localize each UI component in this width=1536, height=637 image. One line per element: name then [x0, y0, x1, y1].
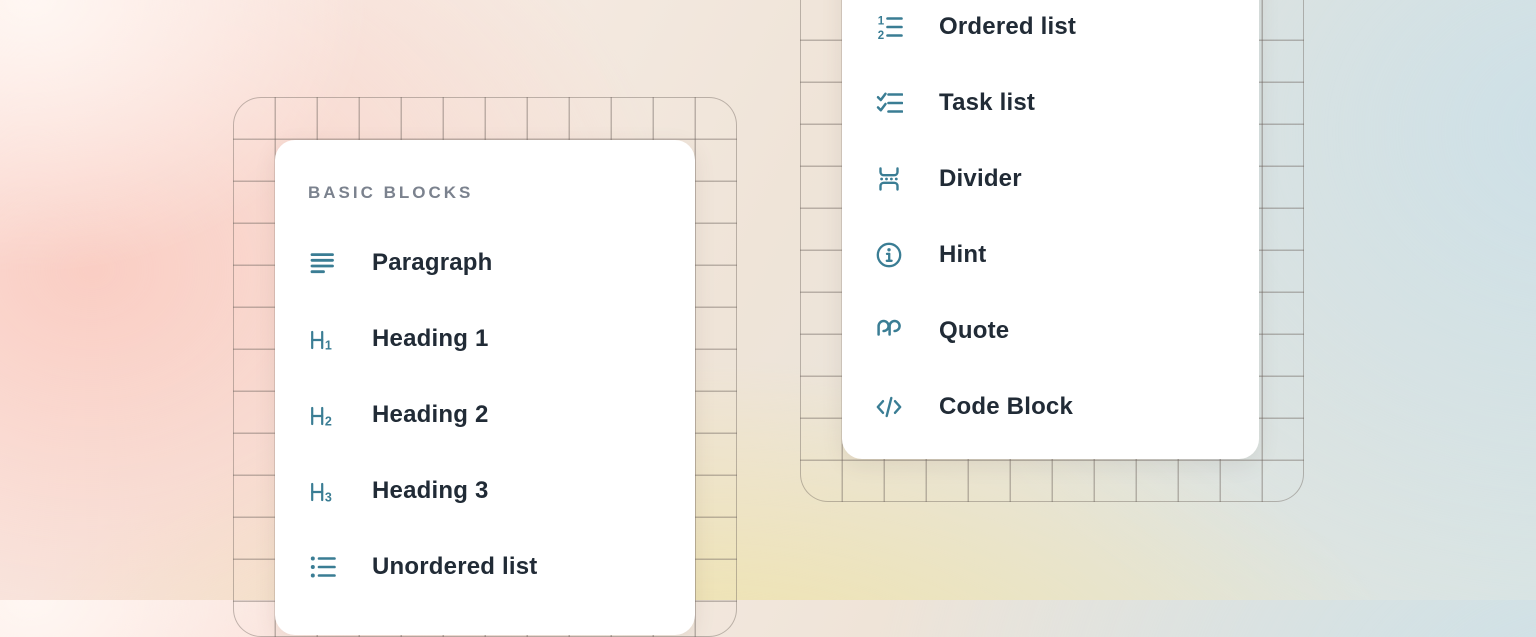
menu-item-label: Divider — [939, 165, 1022, 192]
code-block-menu-item[interactable]: Code Block — [875, 369, 1239, 445]
menu-item-label: Unordered list — [372, 553, 538, 580]
blocks-menu-card: Ordered list Task list Divider Hint Quot… — [842, 0, 1259, 459]
heading-2-menu-item[interactable]: Heading 2 — [308, 377, 675, 453]
hint-menu-item[interactable]: Hint — [875, 217, 1239, 293]
ordered-list-menu-item[interactable]: Ordered list — [875, 0, 1239, 65]
ordered-list-icon — [875, 13, 903, 41]
paragraph-menu-item[interactable]: Paragraph — [308, 225, 675, 301]
heading-3-menu-item[interactable]: Heading 3 — [308, 453, 675, 529]
heading-2-icon — [308, 401, 336, 429]
menu-item-label: Heading 2 — [372, 401, 489, 428]
menu-item-label: Heading 1 — [372, 325, 489, 352]
menu-item-label: Heading 3 — [372, 477, 489, 504]
unordered-list-icon — [308, 553, 336, 581]
divider-menu-item[interactable]: Divider — [875, 141, 1239, 217]
menu-item-label: Code Block — [939, 393, 1074, 420]
basic-blocks-menu: Paragraph Heading 1 Heading 2 Heading 3 … — [308, 225, 675, 605]
menu-item-label: Ordered list — [939, 13, 1077, 40]
code-block-icon — [875, 393, 903, 421]
blocks-menu: Ordered list Task list Divider Hint Quot… — [875, 0, 1239, 445]
unordered-list-menu-item[interactable]: Unordered list — [308, 529, 675, 605]
heading-1-menu-item[interactable]: Heading 1 — [308, 301, 675, 377]
menu-item-label: Hint — [939, 241, 987, 268]
menu-item-label: Task list — [939, 89, 1036, 116]
menu-item-label: Quote — [939, 317, 1010, 344]
basic-blocks-menu-card: BASIC BLOCKS Paragraph Heading 1 Heading… — [275, 140, 695, 635]
task-list-icon — [875, 89, 903, 117]
heading-1-icon — [308, 325, 336, 353]
menu-item-label: Paragraph — [372, 249, 493, 276]
task-list-menu-item[interactable]: Task list — [875, 65, 1239, 141]
quote-icon — [875, 317, 903, 345]
quote-menu-item[interactable]: Quote — [875, 293, 1239, 369]
menu-section-header: BASIC BLOCKS — [308, 183, 474, 202]
heading-3-icon — [308, 477, 336, 505]
hint-icon — [875, 241, 903, 269]
divider-icon — [875, 165, 903, 193]
paragraph-icon — [308, 249, 336, 277]
